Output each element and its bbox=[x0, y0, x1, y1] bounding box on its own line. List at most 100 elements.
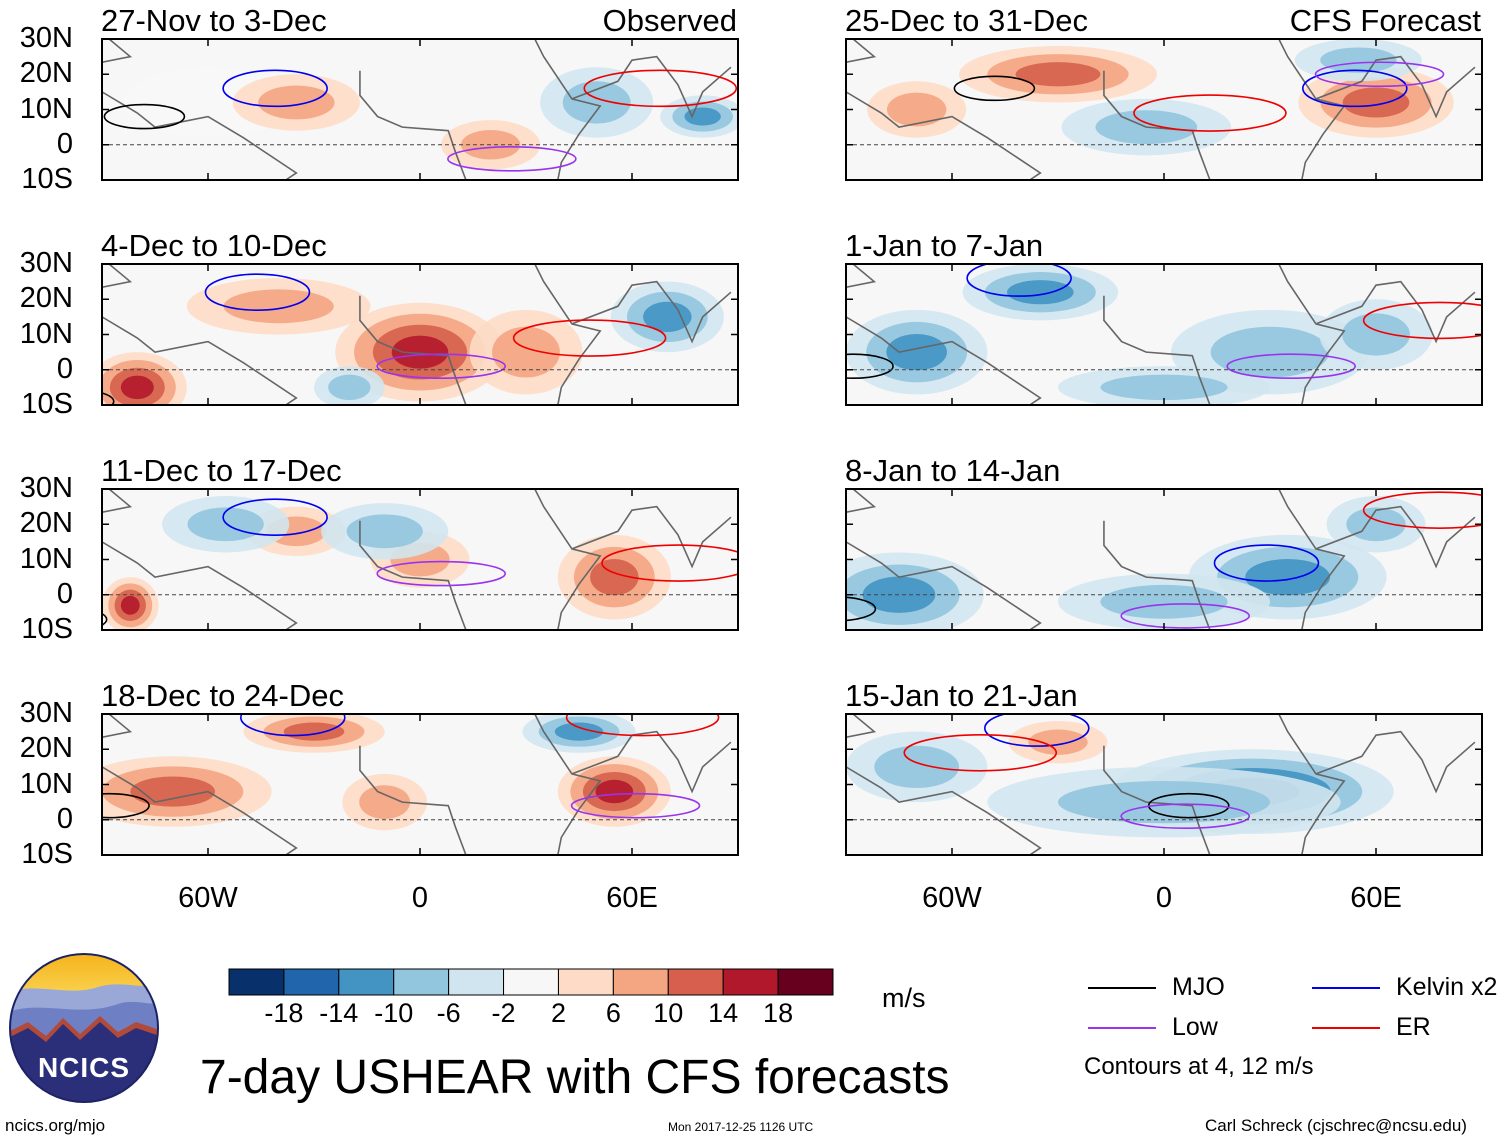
coastline bbox=[384, 713, 602, 856]
colorbar-tick-label: -6 bbox=[436, 998, 461, 1028]
anomaly-contour bbox=[845, 353, 894, 380]
shear-contour-fill bbox=[1320, 47, 1397, 73]
shear-contour-fill bbox=[562, 81, 631, 124]
lon-label: 0 bbox=[411, 882, 429, 914]
shear-contour-fill bbox=[492, 326, 560, 378]
lat-label: 20N bbox=[19, 282, 73, 315]
colorbar-swatch bbox=[667, 968, 724, 996]
coastline bbox=[845, 263, 877, 289]
map-panel bbox=[101, 38, 739, 181]
lat-label: 30N bbox=[19, 697, 73, 729]
lat-label: 20N bbox=[19, 507, 73, 540]
coastline bbox=[101, 316, 298, 406]
lat-label: 0 bbox=[56, 577, 73, 610]
lat-label: 10N bbox=[19, 767, 73, 800]
coastline bbox=[101, 38, 133, 64]
coastline bbox=[101, 713, 133, 739]
lat-label: 0 bbox=[56, 352, 73, 385]
shear-contour-fill bbox=[120, 375, 154, 400]
shear-contour-fill bbox=[1210, 326, 1330, 378]
coastline bbox=[845, 38, 877, 64]
map-panel bbox=[101, 263, 739, 406]
coastline bbox=[1315, 505, 1476, 569]
coastline bbox=[384, 488, 602, 631]
lat-label: 30N bbox=[19, 472, 73, 504]
coastline bbox=[845, 713, 877, 739]
anomaly-contour bbox=[1362, 301, 1483, 340]
shear-contour-fill bbox=[554, 722, 604, 741]
shear-contour-fill bbox=[359, 785, 411, 820]
legend-line bbox=[1088, 987, 1156, 989]
lat-label: 30N bbox=[19, 247, 73, 279]
coastline bbox=[845, 766, 1042, 856]
anomaly-contour bbox=[966, 263, 1072, 297]
anomaly-contour bbox=[1301, 69, 1408, 108]
shear-contour-fill bbox=[1007, 280, 1074, 305]
lat-label: 0 bbox=[56, 802, 73, 835]
anomaly-contour bbox=[204, 273, 311, 312]
anomaly-contour bbox=[101, 792, 150, 819]
anomaly-contour bbox=[222, 498, 328, 537]
coastline bbox=[845, 316, 1042, 406]
shear-contour-fill bbox=[283, 722, 345, 741]
lon-label: 60W bbox=[178, 882, 238, 914]
legend-label: Kelvin x2 bbox=[1396, 973, 1498, 1001]
colorbar-swatch bbox=[338, 968, 395, 996]
coastline bbox=[101, 766, 298, 856]
column-label: CFS Forecast bbox=[1289, 3, 1481, 38]
panel-period-title: 18-Dec to 24-Dec bbox=[101, 678, 344, 713]
lat-label: 20N bbox=[19, 57, 73, 90]
colorbar-swatch bbox=[228, 968, 285, 996]
shear-contour-fill bbox=[1100, 584, 1228, 619]
map-panel bbox=[845, 488, 1483, 631]
anomaly-contour bbox=[984, 713, 1090, 747]
map-panel bbox=[845, 38, 1483, 181]
shear-contour-fill bbox=[886, 333, 947, 371]
panel-period-title: 4-Dec to 10-Dec bbox=[101, 228, 327, 263]
anomaly-contour bbox=[1120, 803, 1251, 830]
units-label: m/s bbox=[882, 983, 926, 1013]
coastline bbox=[1315, 55, 1476, 119]
figure-title: 7-day USHEAR with CFS forecasts bbox=[200, 1051, 950, 1104]
shear-contour-fill bbox=[1015, 62, 1101, 87]
legend-label: MJO bbox=[1172, 973, 1225, 1001]
colorbar-tick-label: -18 bbox=[264, 998, 304, 1028]
shear-contour-fill bbox=[120, 595, 140, 615]
coastline bbox=[101, 91, 298, 181]
shear-contour-fill bbox=[1028, 729, 1088, 755]
shear-contour-fill bbox=[874, 745, 960, 789]
contour-note: Contours at 4, 12 m/s bbox=[1084, 1053, 1314, 1080]
anomaly-contour bbox=[565, 713, 720, 737]
anomaly-contour bbox=[376, 560, 507, 587]
panel-period-title: 15-Jan to 21-Jan bbox=[845, 678, 1078, 713]
shear-contour-fill bbox=[223, 289, 334, 324]
panel-period-title: 8-Jan to 14-Jan bbox=[845, 453, 1061, 488]
anomaly-contour bbox=[845, 596, 877, 622]
colorbar bbox=[228, 968, 834, 996]
footer-url: ncics.org/mjo bbox=[5, 1116, 106, 1135]
lon-label: 60E bbox=[606, 882, 658, 914]
coastline bbox=[571, 280, 732, 344]
map-panel bbox=[101, 713, 739, 856]
coastline bbox=[101, 541, 298, 631]
lat-label: 10S bbox=[21, 613, 73, 645]
colorbar-tick-label: 18 bbox=[763, 998, 794, 1028]
colorbar-tick-label: 6 bbox=[605, 998, 621, 1028]
colorbar-tick-label: 2 bbox=[550, 998, 566, 1028]
legend-line bbox=[1312, 987, 1380, 989]
shear-contour-fill bbox=[886, 92, 947, 127]
anomaly-contour bbox=[240, 713, 346, 737]
anomaly-contour bbox=[601, 544, 739, 582]
coastline bbox=[845, 488, 877, 514]
anomaly-contour bbox=[903, 733, 1058, 772]
anomaly-contour bbox=[1133, 94, 1287, 132]
colorbar-swatch bbox=[722, 968, 779, 996]
shear-contour-fill bbox=[328, 374, 371, 401]
colorbar-swatch bbox=[393, 968, 450, 996]
colorbar-tick-label: 14 bbox=[708, 998, 739, 1028]
coastline bbox=[1315, 280, 1476, 344]
lon-label: 60W bbox=[922, 882, 982, 914]
shear-contour-fill bbox=[1100, 374, 1228, 401]
panel-period-title: 1-Jan to 7-Jan bbox=[845, 228, 1044, 263]
colorbar-swatch bbox=[777, 968, 834, 996]
